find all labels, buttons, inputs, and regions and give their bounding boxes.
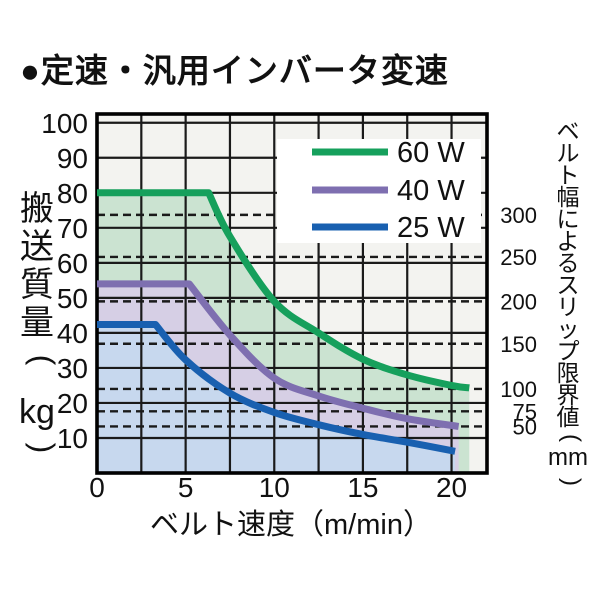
page-title: ●定速・汎用インバータ変速: [20, 52, 449, 89]
y2-axis-label-char: リ: [557, 294, 580, 320]
legend-label-60w: 60 W: [397, 137, 465, 169]
series-curve-40w: [97, 280, 460, 430]
y2-axis-label-char: ル: [557, 140, 580, 166]
y2-axis-label-char: ベ: [557, 118, 580, 144]
slip-limit-label: 250: [500, 245, 537, 270]
y2-axis-label-char: 限: [557, 360, 580, 386]
y2-axis-label-char: 幅: [557, 184, 580, 210]
y2-axis-label-char: 値: [557, 404, 580, 430]
y-axis-unit-paren-open: (: [25, 355, 61, 366]
y-tick-label: 60: [57, 248, 88, 279]
y-tick-label: 70: [57, 213, 88, 244]
y-tick-label: 100: [41, 108, 88, 139]
slip-limit-label: 200: [500, 289, 537, 314]
legend: 60 W 40 W 25 W: [277, 137, 481, 244]
slip-limit-label: 300: [500, 203, 537, 228]
x-tick-label: 0: [89, 472, 105, 503]
x-axis-label: ベルト速度（m/min）: [150, 508, 432, 541]
y-axis-unit: kg: [19, 393, 55, 431]
y-axis-unit-paren-close: ): [25, 443, 61, 454]
slip-limit-label: 75: [513, 399, 537, 424]
y-axis-label-char: 送: [20, 228, 54, 266]
y-tick-label: 80: [57, 178, 88, 209]
y2-axis-label-char: に: [557, 206, 580, 232]
x-tick-label: 15: [347, 472, 378, 503]
y-axis-label-char: 質: [20, 266, 54, 304]
slip-limit-lines: [97, 213, 487, 428]
y-axis-label-char: 量: [20, 304, 54, 342]
y-tick-label: 10: [57, 423, 88, 454]
y-tick-label: 20: [57, 388, 88, 419]
legend-label-25w: 25 W: [397, 212, 465, 244]
y2-axis-unit-paren-close: ): [558, 478, 585, 486]
y-tick-label: 90: [57, 143, 88, 174]
y2-axis-label-char: ス: [557, 272, 580, 298]
legend-label-40w: 40 W: [397, 175, 465, 207]
series-curve-25w: [97, 320, 456, 455]
y2-axis-label-char: る: [557, 250, 580, 276]
slip-limit-label: 150: [500, 332, 537, 357]
y2-axis-label-char: プ: [557, 338, 580, 364]
series-curve-60w: [97, 189, 470, 392]
slip-limit-label: 50: [513, 414, 537, 439]
y2-axis-unit: mm: [548, 444, 588, 471]
x-tick-label: 10: [259, 472, 290, 503]
x-tick-label: 5: [178, 472, 194, 503]
y2-axis-unit-paren-open: (: [558, 434, 585, 442]
slip-limit-label: 100: [500, 377, 537, 402]
x-tick-label: 20: [436, 472, 467, 503]
y2-axis-label-char: 界: [557, 382, 580, 408]
y2-axis-label-char: よ: [557, 228, 580, 254]
y-axis-label-char: 搬: [20, 190, 54, 228]
y-tick-label: 40: [57, 318, 88, 349]
y-tick-label: 30: [57, 353, 88, 384]
y-tick-label: 50: [57, 283, 88, 314]
y2-axis-label-char: ト: [557, 162, 580, 188]
y-axis-ticks: 100 90 80 70 60 50 40 30 20 10: [41, 108, 88, 454]
y2-axis-label-char: ッ: [557, 316, 580, 342]
plot-frame: [95, 112, 489, 475]
x-axis-ticks: 0 5 10 15 20: [89, 472, 467, 503]
